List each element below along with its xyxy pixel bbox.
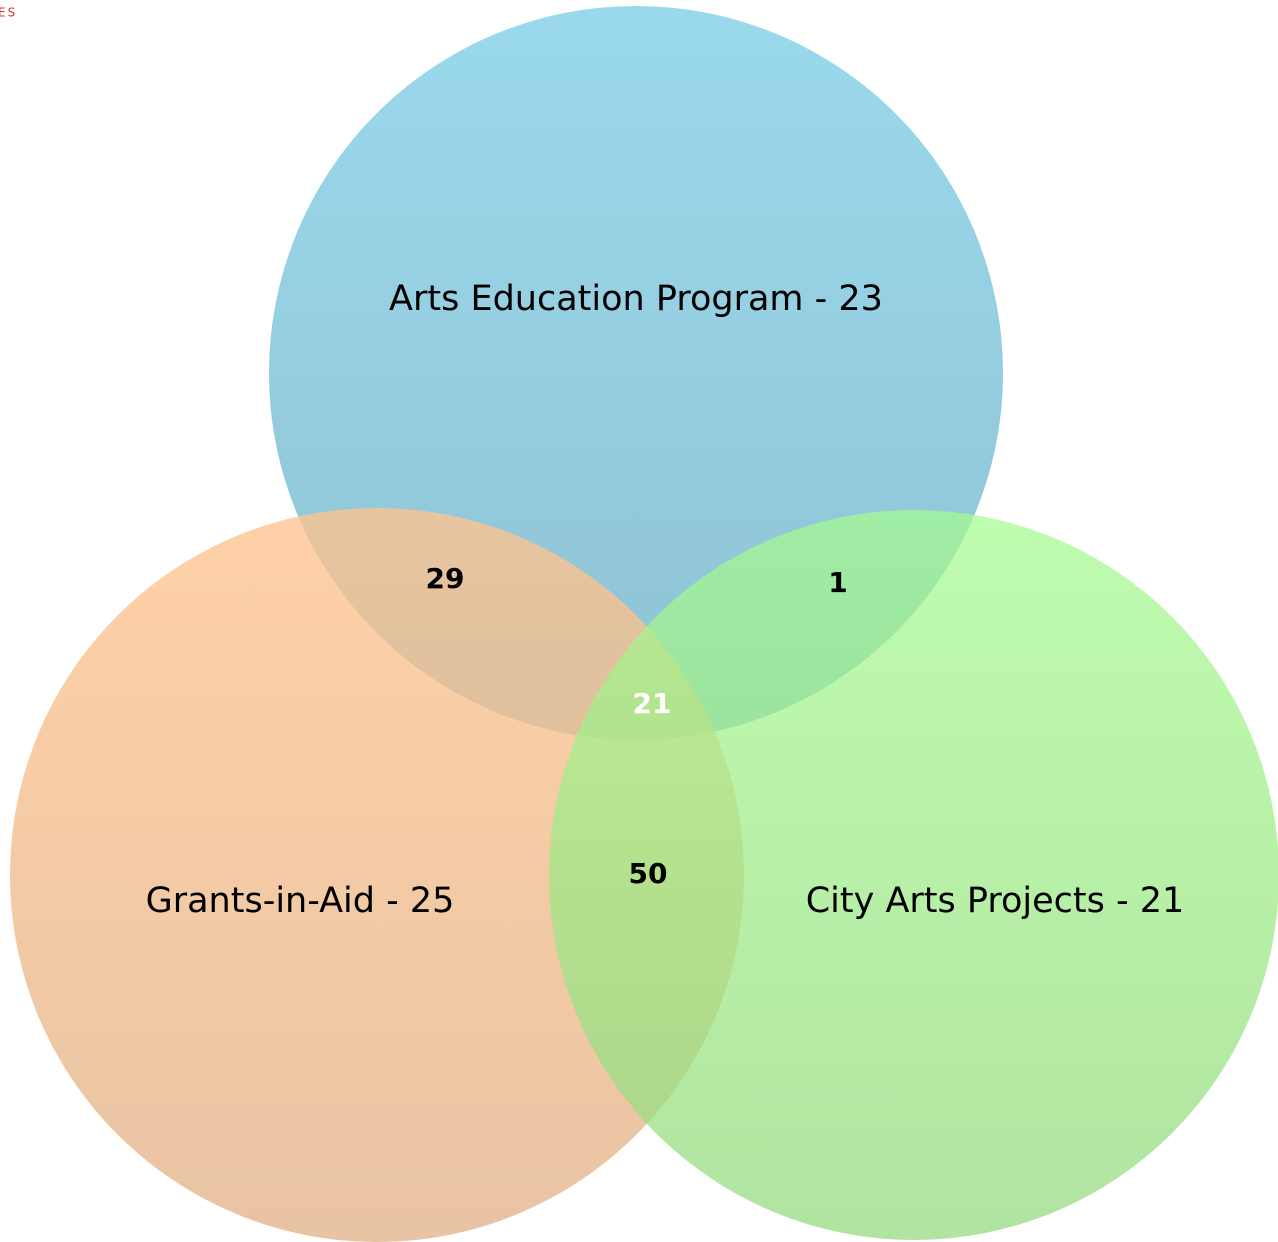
set-label: Grants-in-Aid - 25 <box>146 881 455 921</box>
set-label: Arts Education Program - 23 <box>389 279 883 319</box>
set-circle <box>549 510 1278 1240</box>
intersection-count: 29 <box>426 562 465 595</box>
corner-text: ES <box>0 6 17 20</box>
intersection-count: 1 <box>828 566 847 599</box>
intersection-count: 21 <box>633 687 672 720</box>
intersection-count: 50 <box>629 857 668 890</box>
set-label: City Arts Projects - 21 <box>806 881 1185 921</box>
set-circle <box>10 508 744 1242</box>
